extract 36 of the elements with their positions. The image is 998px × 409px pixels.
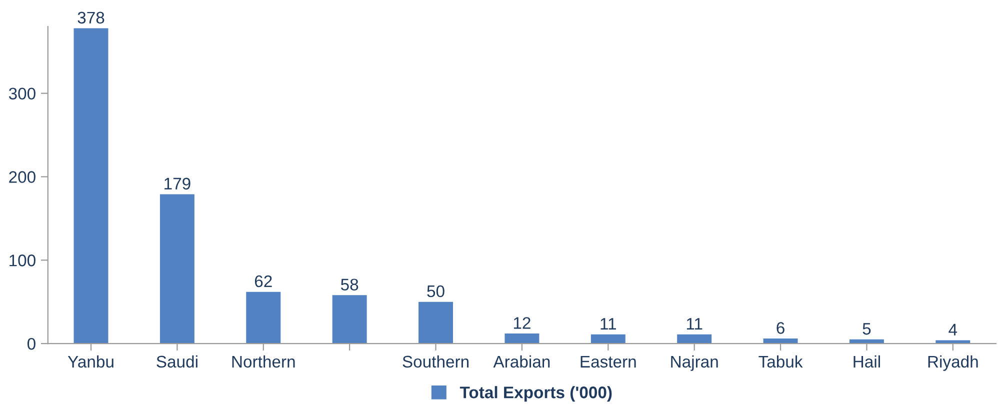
legend-label: Total Exports ('000) <box>460 386 612 402</box>
bar <box>590 334 626 344</box>
x-tick-label: Southern <box>402 355 469 368</box>
y-tick-label: 300 <box>8 88 36 100</box>
data-label: 11 <box>600 318 616 330</box>
data-label: 6 <box>776 322 784 334</box>
bar <box>504 334 540 344</box>
x-tick-label: Najran <box>671 355 718 371</box>
data-label: 5 <box>862 323 871 335</box>
bar <box>677 334 712 344</box>
bar <box>332 295 367 344</box>
bar <box>936 340 970 344</box>
x-tick-label: Hail <box>854 355 880 368</box>
x-tick-label: Northern <box>232 355 295 368</box>
y-tick-label: 200 <box>9 171 36 183</box>
bar <box>246 292 281 344</box>
data-label: 179 <box>164 178 190 190</box>
x-tick-label: Yanbu <box>68 355 114 368</box>
bar <box>418 302 453 344</box>
data-label: 62 <box>254 275 272 288</box>
data-label: 58 <box>340 278 358 290</box>
x-tick-label: Tabuk <box>758 355 803 368</box>
y-tick-label: 0 <box>27 338 36 350</box>
bar <box>160 194 194 344</box>
x-tick-label: Saudi <box>156 355 198 368</box>
x-tick-label: Eastern <box>580 356 636 368</box>
x-tick-label: Riyadh <box>928 355 978 371</box>
bar <box>74 28 108 344</box>
x-tick-label: Arabian <box>493 355 550 368</box>
data-label: 50 <box>427 285 444 298</box>
data-label: 378 <box>78 12 104 24</box>
data-label: 11 <box>686 318 702 330</box>
data-label: 12 <box>514 317 530 329</box>
data-label: 4 <box>948 324 958 336</box>
bar <box>763 338 798 344</box>
y-tick-label: 100 <box>10 254 36 266</box>
